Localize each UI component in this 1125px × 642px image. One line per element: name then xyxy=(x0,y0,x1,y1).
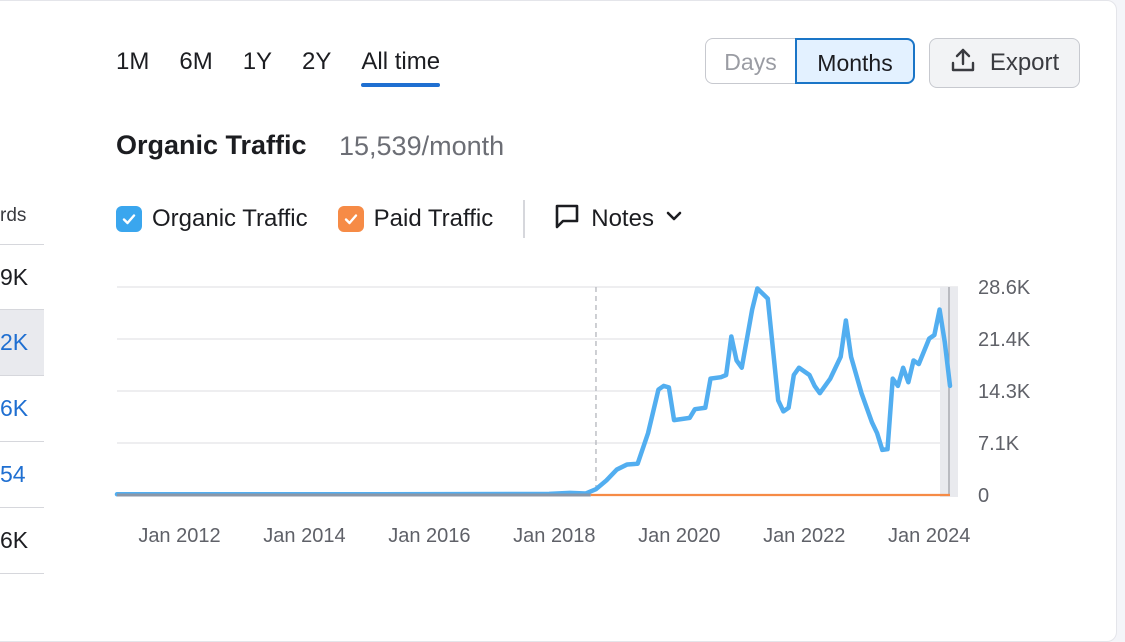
table-row: 6K xyxy=(0,507,44,573)
checkmark-icon xyxy=(337,206,364,232)
tab-all-time[interactable]: All time xyxy=(361,48,440,87)
table-header-partial: rds xyxy=(0,205,27,226)
tab-1y[interactable]: 1Y xyxy=(242,48,273,75)
tab-2y[interactable]: 2Y xyxy=(302,48,332,75)
notes-dropdown[interactable]: Notes xyxy=(553,202,684,237)
chart-legend: Organic Traffic Paid Traffic Notes xyxy=(116,200,684,238)
legend-divider xyxy=(523,200,526,238)
tab-1m[interactable]: 1M xyxy=(116,48,150,75)
days-button[interactable]: Days xyxy=(705,38,795,84)
table-bottom-border xyxy=(0,573,44,575)
table-row: 9K xyxy=(0,244,44,310)
tab-6m[interactable]: 6M xyxy=(179,48,213,75)
months-button[interactable]: Months xyxy=(795,38,915,84)
export-label: Export xyxy=(989,49,1060,76)
period-tabs: 1M 6M 1Y 2Y All time xyxy=(116,48,470,87)
upload-icon xyxy=(950,47,976,80)
legend-organic-traffic[interactable]: Organic Traffic xyxy=(116,205,308,233)
notes-label: Notes xyxy=(591,205,654,232)
table-row[interactable]: 2K xyxy=(0,309,44,375)
table-row[interactable]: 54 xyxy=(0,441,44,507)
chevron-down-icon xyxy=(664,205,684,233)
legend-paid-traffic[interactable]: Paid Traffic xyxy=(337,205,494,233)
comment-icon xyxy=(553,202,581,237)
export-button[interactable]: Export xyxy=(929,38,1080,88)
table-row[interactable]: 6K xyxy=(0,375,44,441)
legend-paid-label: Paid Traffic xyxy=(373,205,494,232)
granularity-toggle: Days Months xyxy=(705,38,915,84)
legend-organic-label: Organic Traffic xyxy=(152,205,308,232)
traffic-value: 15,539/month xyxy=(339,131,505,161)
checkmark-icon xyxy=(116,206,142,232)
chart-title: Organic Traffic xyxy=(116,130,307,160)
